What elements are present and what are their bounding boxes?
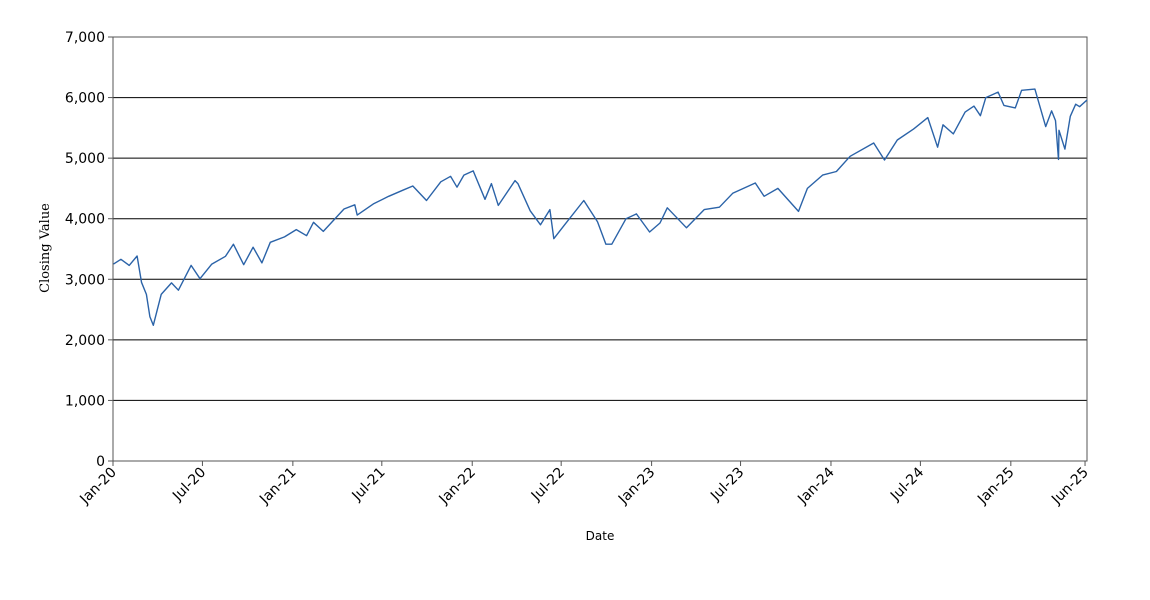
y-tick-label: 1,000 (65, 393, 105, 409)
x-axis-label: Date (586, 529, 615, 543)
x-tick-label: Jan-21 (256, 465, 299, 508)
plot-area (112, 36, 1088, 462)
y-tick-label: 3,000 (65, 272, 105, 288)
x-tick-label: Jan-24 (794, 464, 838, 508)
y-tick-label: 7,000 (65, 30, 105, 46)
series-line (113, 88, 1088, 326)
x-tick-label: Jan-20 (76, 465, 119, 508)
x-tick-label: Jul-23 (707, 465, 747, 505)
x-axis-ticks: Jan-20 Jul-20 Jan-21 Jul-21 Jan-22 Jul-22 Jan-… (76, 461, 1092, 509)
x-tick-label: Jan-22 (436, 465, 479, 508)
x-tick-label: Jul-22 (528, 465, 568, 505)
x-tick-label: Jul-20 (169, 465, 209, 505)
y-axis-label: Closing Value (38, 203, 53, 293)
x-tick-label: Jan-25 (974, 465, 1017, 508)
series-layer (113, 88, 1088, 326)
x-tick-label: Jan-23 (615, 465, 658, 508)
y-tick-label: 6,000 (65, 91, 105, 107)
x-tick-label: Jun-25 (1048, 465, 1092, 509)
y-tick-label: 2,000 (65, 333, 105, 349)
x-tick-label: Jul-21 (348, 465, 388, 505)
y-tick-label: 5,000 (65, 151, 105, 167)
y-tick-label: 4,000 (65, 212, 105, 228)
y-tick-label: 0 (96, 454, 105, 470)
y-axis-ticks: 0 1,000 2,000 3,000 4,000 5,000 6,000 7,000 (65, 30, 113, 470)
x-tick-label: Jul-24 (887, 464, 927, 504)
grid-lines (113, 36, 1087, 401)
